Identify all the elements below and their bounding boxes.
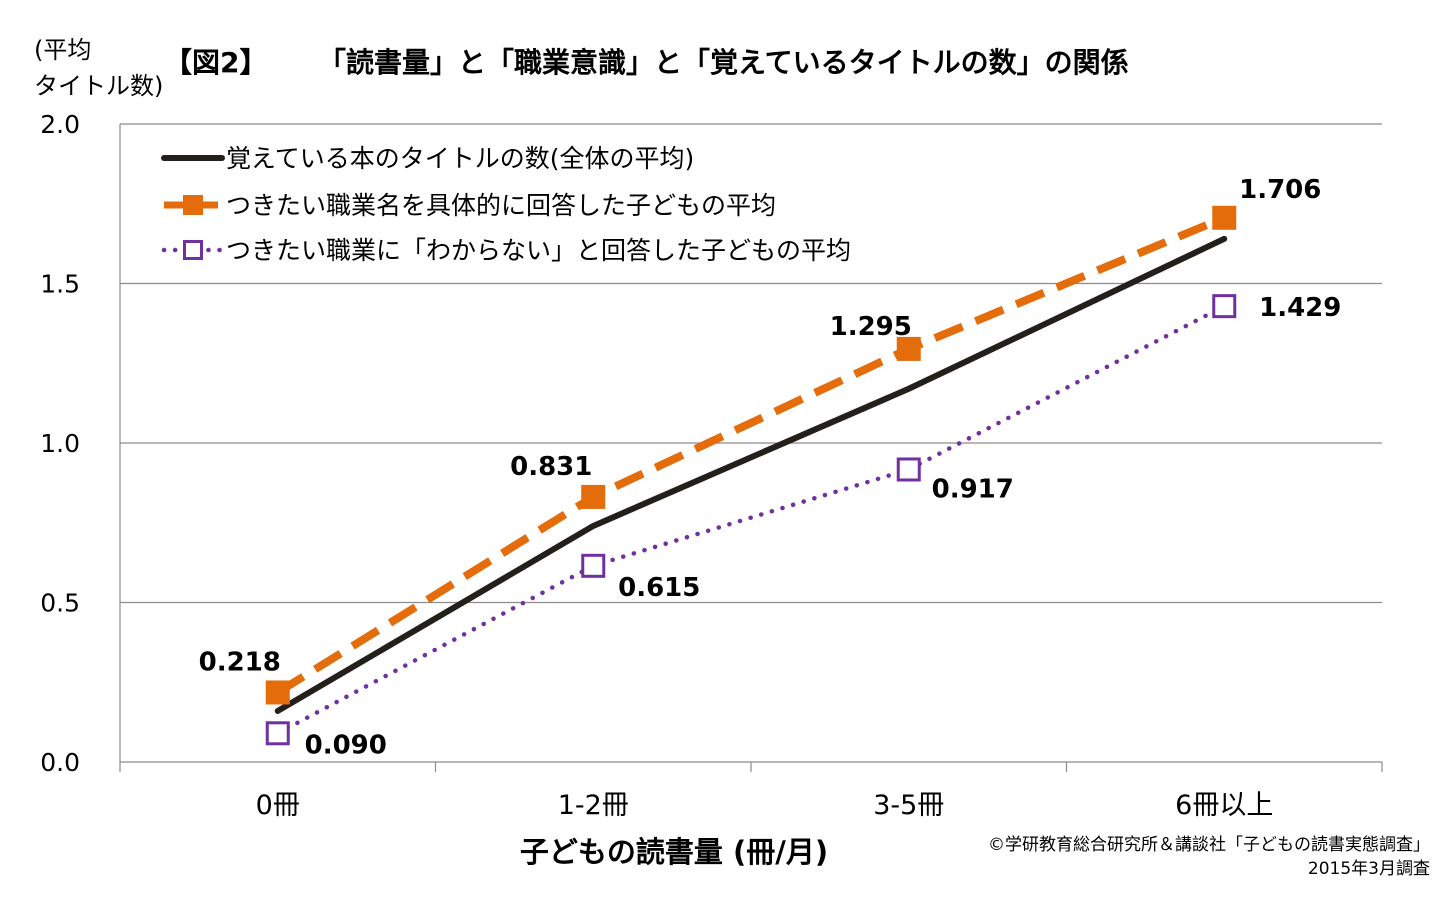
y-tick-label: 0.5	[40, 589, 80, 618]
series-line-2	[275, 214, 1226, 696]
x-tick-label: 6冊以上	[1175, 790, 1273, 821]
legend-label: 覚えている本のタイトルの数(全体の平均)	[226, 144, 694, 173]
series-line-1	[274, 235, 1228, 714]
data-label: 0.831	[510, 452, 592, 482]
data-label: 1.295	[830, 312, 912, 342]
x-axis-label: 子どもの読書量 (冊/月)	[520, 835, 828, 869]
legend-label: つきたい職業に「わからない」と回答した子どもの平均	[226, 236, 851, 265]
y-axis-label-line1: (平均	[34, 36, 91, 64]
data-label: 0.917	[932, 474, 1014, 504]
data-label: 0.218	[199, 647, 281, 677]
data-label: 1.429	[1259, 293, 1341, 323]
grid-lines	[120, 123, 1382, 604]
data-point-marker	[581, 553, 606, 578]
x-tick-label: 0冊	[256, 790, 300, 821]
legend: 覚えている本のタイトルの数(全体の平均) つきたい職業名を具体的に回答した子どもの…	[161, 144, 851, 265]
x-tick-label: 1-2冊	[558, 790, 629, 821]
y-tick-label: 2.0	[40, 110, 80, 139]
y-axis-ticks: 0.0 0.5 1.0 1.5 2.0	[40, 110, 80, 777]
data-point-marker	[183, 195, 203, 215]
x-tick-label: 3-5冊	[873, 790, 944, 821]
legend-label: つきたい職業名を具体的に回答した子どもの平均	[226, 191, 776, 220]
survey-date: 2015年3月調査	[1308, 859, 1430, 879]
source-credit: ©学研教育総合研究所＆講談社「子どもの読書実態調査」	[988, 835, 1430, 855]
data-label: 1.706	[1239, 175, 1321, 205]
x-axis-ticks: 0冊 1-2冊 3-5冊 6冊以上	[256, 790, 1274, 821]
data-point-marker	[896, 457, 921, 482]
y-tick-label: 1.5	[40, 270, 80, 299]
data-point-marker	[183, 240, 203, 260]
data-point-marker	[265, 680, 290, 705]
y-axis-label-line2: タイトル数)	[34, 72, 163, 100]
chart-title: 「読書量」と「職業意識」と「覚えているタイトルの数」の関係	[318, 46, 1129, 79]
data-label: 0.090	[305, 730, 387, 760]
y-tick-label: 1.0	[40, 429, 80, 458]
data-point-marker	[265, 721, 290, 746]
data-point-marker	[581, 484, 606, 509]
series-group	[265, 205, 1237, 746]
axes	[119, 124, 1383, 772]
y-tick-label: 0.0	[40, 748, 80, 777]
data-point-marker	[1212, 205, 1237, 230]
data-labels: 0.218 0.831 1.295 1.706 0.090 0.615 0.917 1.429	[199, 175, 1342, 761]
data-point-marker	[1212, 294, 1237, 319]
figure-label: 【図2】	[164, 46, 267, 79]
data-label: 0.615	[618, 573, 700, 603]
series-line-3	[275, 303, 1227, 736]
data-point-marker	[896, 336, 921, 361]
